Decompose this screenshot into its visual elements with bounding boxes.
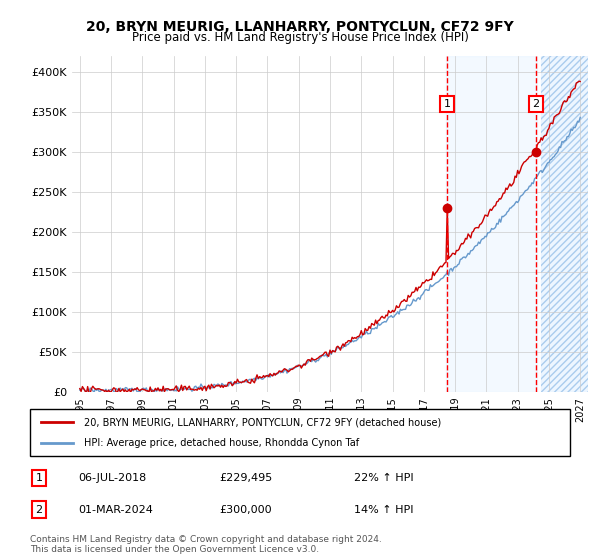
Text: 01-MAR-2024: 01-MAR-2024: [79, 505, 154, 515]
Text: £300,000: £300,000: [219, 505, 272, 515]
Text: Price paid vs. HM Land Registry's House Price Index (HPI): Price paid vs. HM Land Registry's House …: [131, 31, 469, 44]
Bar: [446, 56, 538, 392]
FancyBboxPatch shape: [30, 409, 570, 456]
Text: 20, BRYN MEURIG, LLANHARRY, PONTYCLUN, CF72 9FY (detached house): 20, BRYN MEURIG, LLANHARRY, PONTYCLUN, C…: [84, 417, 441, 427]
Bar: [541, 56, 588, 392]
Text: 14% ↑ HPI: 14% ↑ HPI: [354, 505, 413, 515]
Text: Contains HM Land Registry data © Crown copyright and database right 2024.
This d: Contains HM Land Registry data © Crown c…: [30, 535, 382, 554]
Text: HPI: Average price, detached house, Rhondda Cynon Taf: HPI: Average price, detached house, Rhon…: [84, 438, 359, 448]
Text: 1: 1: [444, 99, 451, 109]
Bar: [541, 56, 588, 392]
Text: 2: 2: [35, 505, 43, 515]
Text: 20, BRYN MEURIG, LLANHARRY, PONTYCLUN, CF72 9FY: 20, BRYN MEURIG, LLANHARRY, PONTYCLUN, C…: [86, 20, 514, 34]
Text: 06-JUL-2018: 06-JUL-2018: [79, 473, 147, 483]
Text: 22% ↑ HPI: 22% ↑ HPI: [354, 473, 413, 483]
Text: £229,495: £229,495: [219, 473, 272, 483]
Text: 1: 1: [35, 473, 43, 483]
Text: 2: 2: [532, 99, 539, 109]
